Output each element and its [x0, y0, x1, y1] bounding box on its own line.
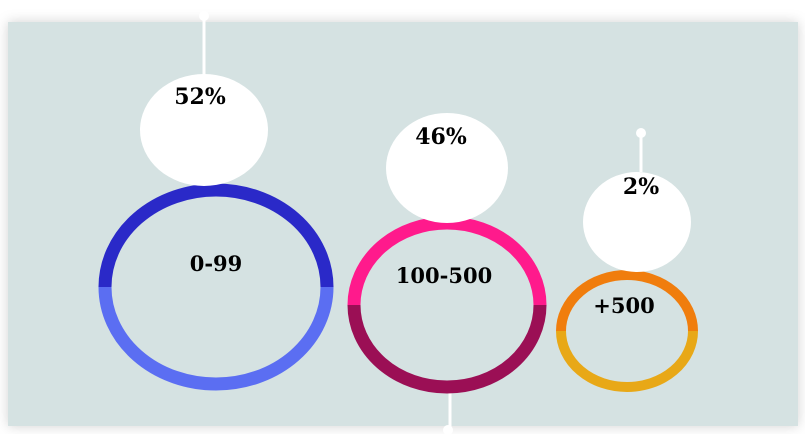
ring-bottom-arc [556, 330, 698, 392]
category-label: 0-99 [190, 251, 243, 276]
connector-dot [636, 128, 646, 138]
category-label: 100-500 [396, 263, 492, 288]
ring-top-arc [556, 270, 698, 332]
value-bubble [386, 113, 508, 223]
connector-dot [199, 11, 209, 21]
ring-bottom-arc [347, 304, 547, 394]
value-bubble [140, 74, 268, 186]
connector-dot [443, 425, 453, 434]
value-label: 46% [415, 124, 467, 150]
value-label: 2% [623, 174, 659, 200]
value-bubble [583, 172, 691, 272]
ring-bottom-arc [98, 286, 334, 391]
ring-top-arc [98, 183, 334, 288]
ring-top-arc [347, 216, 547, 306]
category-label: +500 [593, 293, 654, 318]
value-label: 52% [174, 84, 226, 110]
